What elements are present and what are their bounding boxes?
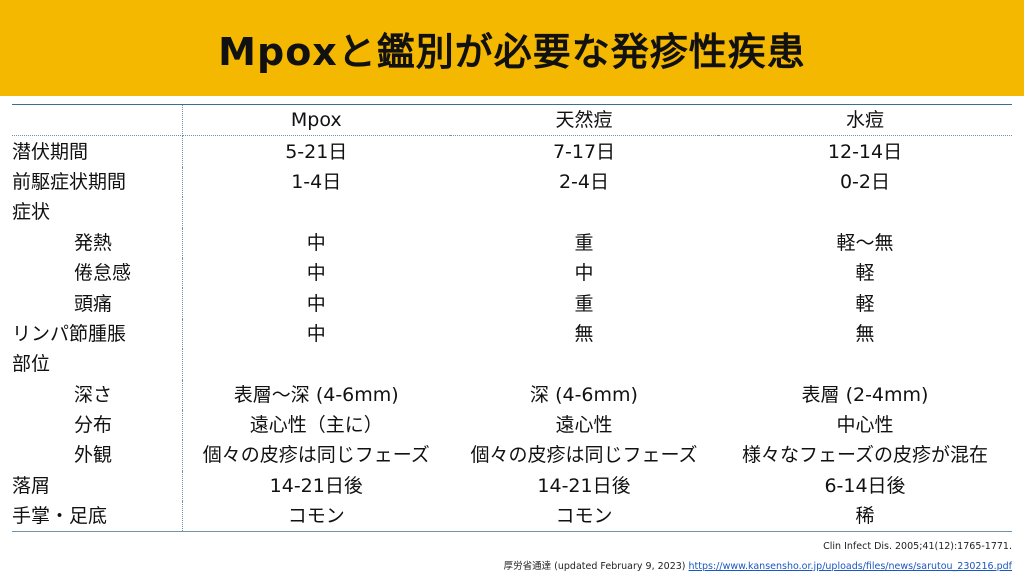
cell-smallpox: 個々の皮疹は同じフェーズ bbox=[470, 444, 698, 467]
cell-mpox bbox=[182, 349, 450, 379]
cell-mpox: コモン bbox=[182, 501, 450, 533]
row-label: 手掌・足底 bbox=[12, 501, 183, 533]
reference-link[interactable]: https://www.kansensho.or.jp/uploads/file… bbox=[688, 561, 1012, 572]
cell-varicella bbox=[718, 197, 1012, 227]
cell-mpox: 個々の皮疹は同じフェーズ bbox=[202, 444, 430, 467]
table-row: 部位 bbox=[12, 349, 1012, 380]
header-mpox: Mpox bbox=[182, 104, 450, 137]
cell-smallpox: 7-17日 bbox=[552, 140, 616, 163]
row-label: リンパ節腫脹 bbox=[12, 318, 183, 350]
cell-varicella: 12-14日 bbox=[827, 140, 903, 163]
table-row: 外観 個々の皮疹は同じフェーズ 個々の皮疹は同じフェーズ 様々なフェーズの皮疹が混在 bbox=[12, 440, 1012, 471]
cell-varicella: 無 bbox=[855, 322, 875, 345]
cell-varicella: 0-2日 bbox=[839, 170, 891, 193]
row-label: 深さ bbox=[12, 379, 183, 410]
cell-mpox: 中 bbox=[306, 262, 326, 285]
cell-smallpox: 遠心性 bbox=[555, 414, 613, 437]
row-label: 分布 bbox=[12, 409, 183, 441]
row-label: 部位 bbox=[12, 349, 183, 380]
cell-smallpox: 14-21日後 bbox=[537, 474, 631, 497]
row-label: 倦怠感 bbox=[12, 257, 183, 289]
cell-smallpox bbox=[450, 349, 718, 379]
table-row: 頭痛 中 重 軽 bbox=[12, 288, 1012, 319]
cell-varicella bbox=[718, 349, 1012, 379]
cell-smallpox: 無 bbox=[574, 322, 594, 345]
table-row: 倦怠感 中 中 軽 bbox=[12, 257, 1012, 289]
table-row: 手掌・足底 コモン コモン稀 bbox=[12, 501, 1012, 533]
cell-smallpox: 重 bbox=[574, 292, 594, 315]
table-row: 分布 遠心性（主に） 遠心性 中心性 bbox=[12, 409, 1012, 441]
cell-varicella: 軽～無 bbox=[836, 231, 894, 254]
cell-varicella: 軽 bbox=[855, 292, 875, 315]
cell-varicella: 稀 bbox=[718, 501, 1012, 533]
cell-mpox: 14-21日後 bbox=[269, 474, 363, 497]
reference-notice-text: 厚労省通達 (updated February 9, 2023) bbox=[503, 561, 689, 572]
header-corner bbox=[12, 104, 183, 137]
cell-smallpox bbox=[450, 197, 718, 227]
cell-varicella: 様々なフェーズの皮疹が混在 bbox=[741, 444, 989, 467]
cell-mpox: 遠心性（主に） bbox=[249, 414, 383, 437]
header-varicella: 水痘 bbox=[718, 104, 1012, 137]
cell-mpox: 1-4日 bbox=[291, 170, 342, 193]
row-label: 前駆症状期間 bbox=[12, 166, 183, 198]
cell-mpox: 中 bbox=[306, 292, 326, 315]
cell-varicella: 中心性 bbox=[836, 414, 894, 437]
reference-citation: Clin Infect Dis. 2005;41(12):1765-1771. bbox=[823, 541, 1012, 552]
row-label: 落屑 bbox=[12, 470, 183, 502]
table-row: 前駆症状期間 1-4日 2-4日 0-2日 bbox=[12, 166, 1012, 198]
slide-title: Mpoxと鑑別が必要な発疹性疾患 bbox=[218, 29, 806, 74]
cell-varicella: 軽 bbox=[855, 262, 875, 285]
row-label: 症状 bbox=[12, 197, 183, 228]
table-row: 落屑 14-21日後 14-21日後 6-14日後 bbox=[12, 470, 1012, 502]
table-header-row: Mpox 天然痘 水痘 bbox=[12, 104, 1012, 137]
title-bar: Mpoxと鑑別が必要な発疹性疾患 bbox=[0, 0, 1024, 96]
table-row: 症状 bbox=[12, 197, 1012, 228]
row-label: 発熱 bbox=[12, 227, 183, 258]
cell-smallpox: 深 (4-6mm) bbox=[530, 383, 638, 406]
header-smallpox: 天然痘 bbox=[450, 104, 718, 137]
table-row: 潜伏期間 5-21日 7-17日 12-14日 bbox=[12, 135, 1012, 167]
cell-varicella: 表層 (2-4mm) bbox=[801, 383, 929, 406]
cell-smallpox: コモン bbox=[450, 501, 718, 533]
cell-smallpox: 中 bbox=[574, 262, 594, 285]
row-label: 外観 bbox=[12, 440, 183, 471]
comparison-table: Mpox 天然痘 水痘 潜伏期間 5-21日 7-17日 12-14日前駆症状期間 1-… bbox=[12, 104, 1012, 533]
table-row: リンパ節腫脹 中 無 無 bbox=[12, 318, 1012, 350]
table-row: 発熱 中 重 軽～無 bbox=[12, 227, 1012, 258]
cell-mpox: 表層～深 (4-6mm) bbox=[233, 383, 399, 406]
row-label: 潜伏期間 bbox=[12, 135, 183, 167]
cell-varicella: 6-14日後 bbox=[824, 474, 906, 497]
reference-notice: 厚労省通達 (updated February 9, 2023) https:/… bbox=[504, 558, 1012, 572]
cell-mpox bbox=[182, 197, 450, 227]
cell-mpox: 中 bbox=[306, 231, 326, 254]
cell-smallpox: 重 bbox=[574, 231, 594, 254]
cell-mpox: 5-21日 bbox=[285, 140, 348, 163]
cell-smallpox: 2-4日 bbox=[558, 170, 610, 193]
cell-mpox: 中 bbox=[306, 322, 326, 345]
row-label: 頭痛 bbox=[12, 288, 183, 319]
table-row: 深さ 表層～深 (4-6mm) 深 (4-6mm) 表層 (2-4mm) bbox=[12, 379, 1012, 410]
comparison-table-container: Mpox 天然痘 水痘 潜伏期間 5-21日 7-17日 12-14日前駆症状期間 1-… bbox=[12, 104, 1012, 533]
table-body: 潜伏期間 5-21日 7-17日 12-14日前駆症状期間 1-4日 2-4日 0-2日症状… bbox=[12, 135, 1012, 533]
